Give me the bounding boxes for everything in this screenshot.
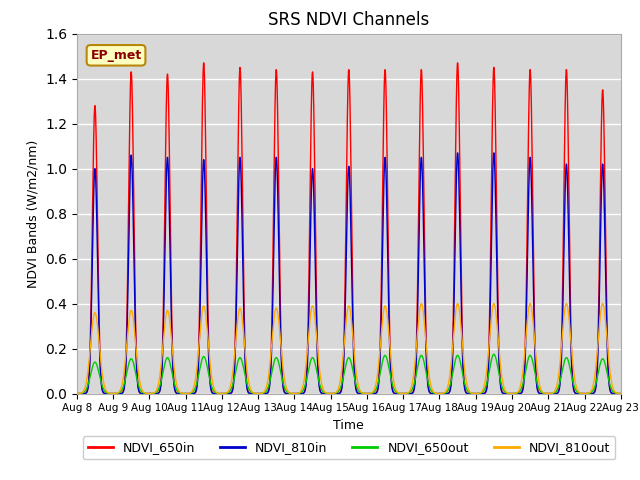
- NDVI_650in: [617, 391, 625, 396]
- NDVI_810in: [138, 391, 146, 396]
- Y-axis label: NDVI Bands (W/m2/nm): NDVI Bands (W/m2/nm): [26, 140, 40, 288]
- NDVI_810out: [588, 386, 596, 392]
- NDVI_810out: [413, 334, 421, 339]
- NDVI_810out: [566, 333, 574, 339]
- NDVI_650in: [588, 391, 596, 396]
- NDVI_810in: [617, 391, 625, 396]
- NDVI_650in: [413, 299, 421, 305]
- NDVI_650in: [200, 60, 207, 66]
- NDVI_810out: [617, 391, 625, 396]
- NDVI_810in: [490, 150, 498, 156]
- Line: NDVI_650out: NDVI_650out: [77, 354, 621, 394]
- NDVI_650out: [413, 366, 421, 372]
- NDVI_810in: [413, 329, 421, 335]
- NDVI_650out: [564, 357, 572, 363]
- Title: SRS NDVI Channels: SRS NDVI Channels: [268, 11, 429, 29]
- NDVI_810out: [282, 380, 289, 386]
- NDVI_650out: [73, 391, 81, 396]
- NDVI_810out: [73, 391, 81, 396]
- NDVI_650out: [490, 351, 498, 357]
- NDVI_810out: [138, 386, 146, 392]
- NDVI_810in: [564, 206, 572, 212]
- NDVI_650out: [617, 391, 625, 396]
- Line: NDVI_810out: NDVI_810out: [77, 304, 621, 394]
- NDVI_650in: [567, 309, 575, 315]
- NDVI_650in: [564, 131, 572, 136]
- NDVI_810in: [588, 391, 596, 396]
- NDVI_650out: [282, 386, 289, 392]
- X-axis label: Time: Time: [333, 419, 364, 432]
- Legend: NDVI_650in, NDVI_810in, NDVI_650out, NDVI_810out: NDVI_650in, NDVI_810in, NDVI_650out, NDV…: [83, 436, 615, 459]
- Line: NDVI_810in: NDVI_810in: [77, 153, 621, 394]
- Text: EP_met: EP_met: [90, 49, 141, 62]
- NDVI_650out: [567, 368, 575, 374]
- NDVI_650in: [73, 391, 81, 396]
- NDVI_810in: [73, 391, 81, 396]
- NDVI_650in: [138, 391, 146, 396]
- NDVI_810in: [282, 390, 289, 396]
- Line: NDVI_650in: NDVI_650in: [77, 63, 621, 394]
- NDVI_810out: [564, 306, 572, 312]
- NDVI_810in: [567, 333, 575, 339]
- NDVI_650out: [138, 389, 146, 395]
- NDVI_810out: [599, 301, 607, 307]
- NDVI_650in: [282, 390, 289, 396]
- NDVI_650out: [588, 389, 596, 395]
